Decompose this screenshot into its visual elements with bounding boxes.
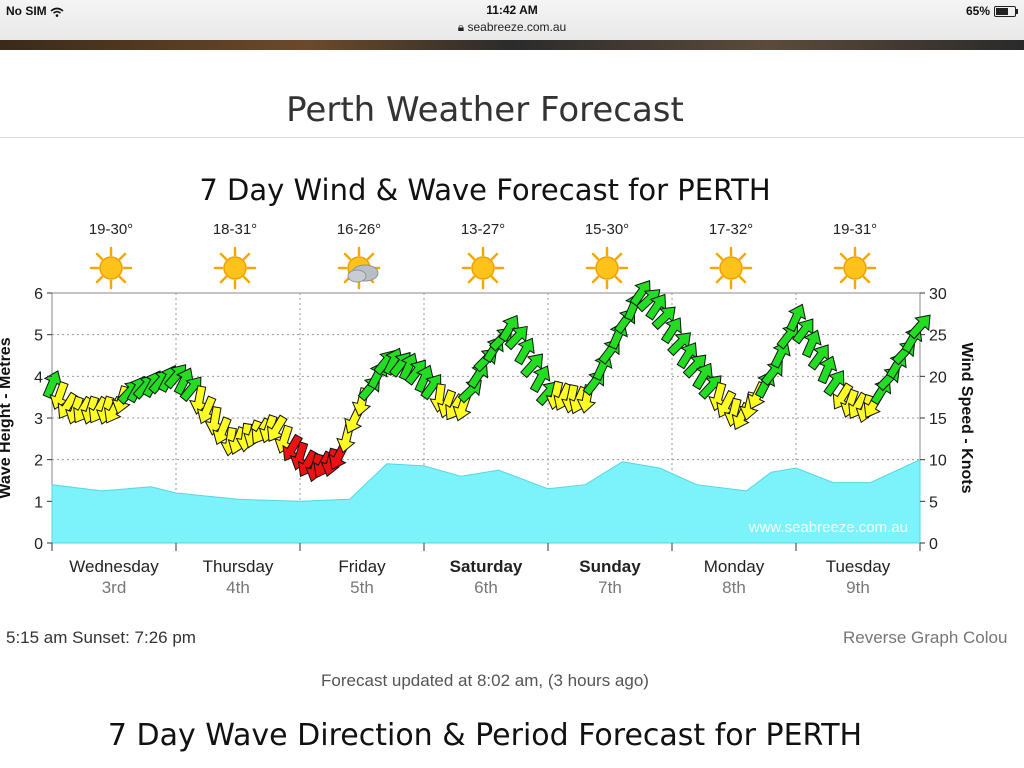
reverse-graph-colours-link[interactable]: Reverse Graph Colou xyxy=(843,628,1008,647)
wind-wave-chart: 7 Day Wind & Wave Forecast for PERTH 19-… xyxy=(0,173,975,597)
day-temp-range: 16-26° xyxy=(337,221,381,238)
day-name-label: Tuesday xyxy=(826,557,891,576)
wifi-icon xyxy=(50,7,64,17)
title-divider xyxy=(0,137,1024,138)
partly-cloudy-icon xyxy=(337,246,381,290)
y2-tick-label: 15 xyxy=(929,411,947,428)
day-date-label: 6th xyxy=(474,578,498,597)
chart-watermark: www.seabreeze.com.au xyxy=(748,519,908,536)
wind-arrow xyxy=(770,340,791,369)
day-name-label: Monday xyxy=(704,557,765,576)
day-temp-range: 15-30° xyxy=(585,221,629,238)
y-tick-label: 4 xyxy=(34,369,43,386)
y2-tick-label: 30 xyxy=(929,286,947,303)
y-tick-label: 5 xyxy=(34,328,43,345)
battery-status: 65% xyxy=(965,4,1018,18)
wind-arrow xyxy=(514,337,535,366)
y-axis-label: Wave Height - Metres xyxy=(0,337,14,498)
sun-icon xyxy=(213,246,257,290)
day-date-label: 8th xyxy=(722,578,746,597)
day-name-label: Wednesday xyxy=(69,557,159,576)
wind-arrow xyxy=(823,370,845,397)
lock-icon: 🔒︎ xyxy=(457,20,465,34)
wind-arrow xyxy=(504,325,528,351)
carrier-label: No SIM xyxy=(6,4,47,18)
site-banner-image xyxy=(0,40,1024,50)
day-name-label: Sunday xyxy=(579,557,641,576)
battery-icon xyxy=(994,5,1018,17)
y-tick-label: 6 xyxy=(34,286,43,303)
y2-tick-label: 10 xyxy=(929,453,947,470)
chart-title: 7 Day Wind & Wave Forecast for PERTH xyxy=(199,173,770,207)
day-date-label: 9th xyxy=(846,578,870,597)
wind-arrow xyxy=(660,317,682,345)
wind-arrow xyxy=(817,355,838,385)
carrier-status: No SIM xyxy=(6,4,64,18)
clock: 11:42 AM xyxy=(486,3,538,17)
y2-tick-label: 0 xyxy=(929,536,938,553)
y2-tick-label: 5 xyxy=(929,494,938,511)
wave-direction-section-title: 7 Day Wave Direction & Period Forecast f… xyxy=(107,718,863,753)
sun-icon xyxy=(89,246,133,290)
day-temp-range: 13-27° xyxy=(461,221,505,238)
wind-arrow xyxy=(529,365,551,394)
y-tick-label: 0 xyxy=(34,536,43,553)
wind-arrow xyxy=(786,303,807,333)
battery-percent: 65% xyxy=(965,4,990,18)
y2-axis-label: Wind Speed - Knots xyxy=(958,343,975,494)
day-forecast-icons: 19-30° 18-31° 16-26° 13-27° 15-30° 17-32° 19-3… xyxy=(89,221,877,290)
sun-icon xyxy=(461,246,505,290)
day-name-label: Thursday xyxy=(203,557,274,576)
day-date-label: 4th xyxy=(226,578,250,597)
wind-speed-series xyxy=(42,280,931,483)
day-date-label: 5th xyxy=(350,578,374,597)
sun-icon xyxy=(709,246,753,290)
day-date-label: 7th xyxy=(598,578,622,597)
day-name-label: Friday xyxy=(338,557,386,576)
chart-axes: 0 1 2 3 4 5 6 0 5 10 15 20 25 30 Wednesday 3rd Thursday 4… xyxy=(34,286,947,597)
day-date-label: 3rd xyxy=(102,578,127,597)
sun-icon xyxy=(585,246,629,290)
day-temp-range: 19-30° xyxy=(89,221,133,238)
ios-status-bar: No SIM 11:42 AM 🔒︎ seabreeze.com.au 65% xyxy=(0,0,1024,40)
day-temp-range: 19-31° xyxy=(833,221,877,238)
day-temp-range: 18-31° xyxy=(213,221,257,238)
forecast-updated: Forecast updated at 8:02 am, (3 hours ag… xyxy=(321,671,649,690)
wave-height-area xyxy=(51,458,921,544)
address-url: seabreeze.com.au xyxy=(467,20,567,34)
page-title: Perth Weather Forecast xyxy=(286,90,684,130)
sun-times: 5:15 am Sunset: 7:26 pm xyxy=(6,628,196,647)
y-tick-label: 3 xyxy=(34,411,43,428)
y2-tick-label: 25 xyxy=(929,328,947,345)
y-tick-label: 2 xyxy=(34,453,43,470)
y-tick-label: 1 xyxy=(34,494,43,511)
address-bar[interactable]: 🔒︎ seabreeze.com.au xyxy=(0,20,1024,35)
wind-arrow xyxy=(520,353,544,379)
wind-arrow xyxy=(801,329,822,359)
wind-arrow xyxy=(907,314,931,340)
y2-tick-label: 20 xyxy=(929,369,947,386)
day-temp-range: 17-32° xyxy=(709,221,753,238)
sun-icon xyxy=(833,246,877,290)
day-name-label: Saturday xyxy=(450,557,523,576)
